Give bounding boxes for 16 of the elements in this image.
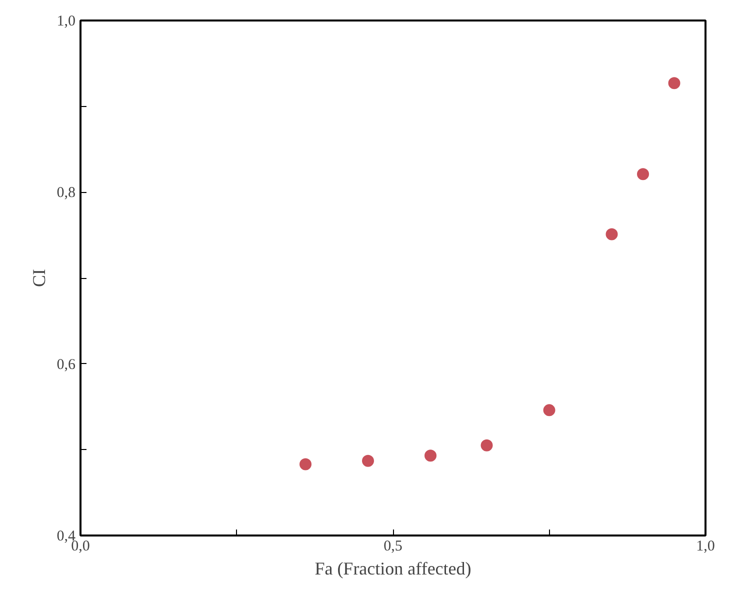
point bbox=[480, 439, 493, 452]
y-tick-label: 0,8 bbox=[56, 185, 76, 202]
point bbox=[668, 77, 680, 90]
x-axis-title: Fa (Fraction affected) bbox=[314, 558, 472, 578]
y-axis-title: CI bbox=[28, 268, 49, 287]
x-tick-label: 1,0 bbox=[696, 538, 715, 554]
point bbox=[606, 228, 618, 240]
x-tick-label: 0,5 bbox=[384, 538, 402, 554]
point bbox=[543, 404, 556, 416]
point bbox=[362, 454, 374, 467]
y-tick-label: 1,0 bbox=[56, 14, 76, 30]
point bbox=[637, 168, 649, 180]
point bbox=[424, 450, 436, 462]
point bbox=[300, 458, 312, 470]
y-tick-label: 0,6 bbox=[56, 356, 76, 373]
x-tick-label: 0,0 bbox=[71, 538, 90, 554]
